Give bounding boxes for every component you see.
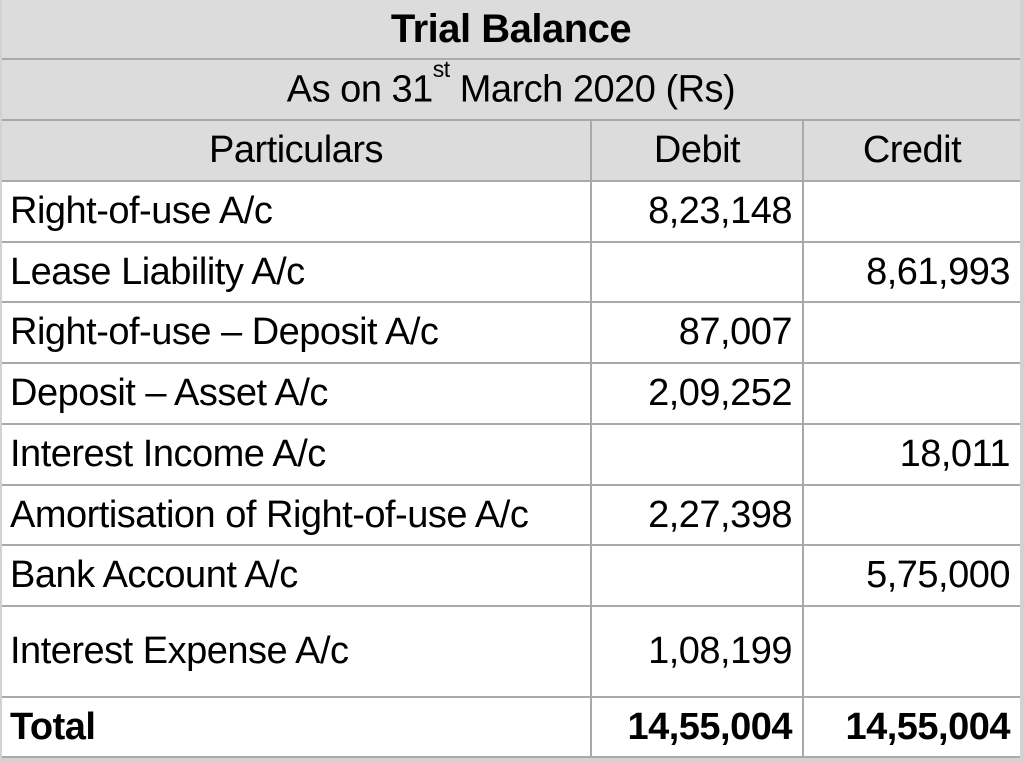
table-row: Right-of-use – Deposit A/c 87,007 bbox=[2, 302, 1020, 365]
credit-cell: 8,61,993 bbox=[802, 241, 1020, 304]
credit-cell bbox=[802, 484, 1020, 547]
debit-cell: 87,007 bbox=[590, 302, 803, 365]
debit-cell: 2,09,252 bbox=[590, 363, 803, 425]
column-header-row: Particulars Debit Credit bbox=[2, 120, 1020, 182]
table-row: Right-of-use A/c 8,23,148 bbox=[2, 181, 1020, 243]
credit-cell: 18,011 bbox=[802, 423, 1020, 486]
total-debit-cell: 14,55,004 bbox=[590, 697, 803, 758]
subtitle-superscript: st bbox=[432, 59, 450, 82]
particulars-cell: Interest Income A/c bbox=[2, 423, 591, 486]
table-subtitle: As on 31st March 2020 (Rs) bbox=[2, 59, 1020, 121]
column-header-particulars: Particulars bbox=[2, 120, 591, 182]
particulars-cell: Deposit – Asset A/c bbox=[2, 363, 591, 425]
debit-cell bbox=[590, 241, 803, 304]
particulars-cell: Right-of-use A/c bbox=[2, 181, 591, 243]
particulars-cell: Interest Expense A/c bbox=[2, 606, 591, 699]
table-row: Interest Income A/c 18,011 bbox=[2, 423, 1020, 486]
debit-cell: 2,27,398 bbox=[590, 484, 803, 547]
total-credit-cell: 14,55,004 bbox=[802, 697, 1020, 758]
debit-cell: 1,08,199 bbox=[590, 606, 803, 699]
table-row: Amortisation of Right-of-use A/c 2,27,39… bbox=[2, 484, 1020, 547]
page-title: Trial Balance bbox=[2, 0, 1020, 60]
total-row: Total 14,55,004 14,55,004 bbox=[2, 697, 1020, 758]
debit-cell: 8,23,148 bbox=[590, 181, 803, 243]
debit-cell bbox=[590, 423, 803, 486]
particulars-cell: Right-of-use – Deposit A/c bbox=[2, 302, 591, 365]
column-header-debit: Debit bbox=[590, 120, 803, 182]
debit-cell bbox=[590, 545, 803, 608]
table-row: Lease Liability A/c 8,61,993 bbox=[2, 241, 1020, 304]
table-row: Interest Expense A/c 1,08,199 bbox=[2, 606, 1020, 699]
table-row: Deposit – Asset A/c 2,09,252 bbox=[2, 363, 1020, 425]
table-row: Bank Account A/c 5,75,000 bbox=[2, 545, 1020, 608]
column-header-credit: Credit bbox=[802, 120, 1020, 182]
credit-cell bbox=[802, 302, 1020, 365]
total-label-cell: Total bbox=[2, 697, 591, 758]
particulars-cell: Amortisation of Right-of-use A/c bbox=[2, 484, 591, 547]
credit-cell: 5,75,000 bbox=[802, 545, 1020, 608]
credit-cell bbox=[802, 181, 1020, 243]
particulars-cell: Bank Account A/c bbox=[2, 545, 591, 608]
table-subtitle-row: As on 31st March 2020 (Rs) bbox=[2, 59, 1020, 121]
particulars-cell: Lease Liability A/c bbox=[2, 241, 591, 304]
subtitle-suffix: March 2020 (Rs) bbox=[449, 68, 736, 111]
table-title-row: Trial Balance bbox=[2, 0, 1020, 60]
credit-cell bbox=[802, 606, 1020, 699]
subtitle-prefix: As on 31 bbox=[286, 68, 434, 111]
credit-cell bbox=[802, 363, 1020, 425]
